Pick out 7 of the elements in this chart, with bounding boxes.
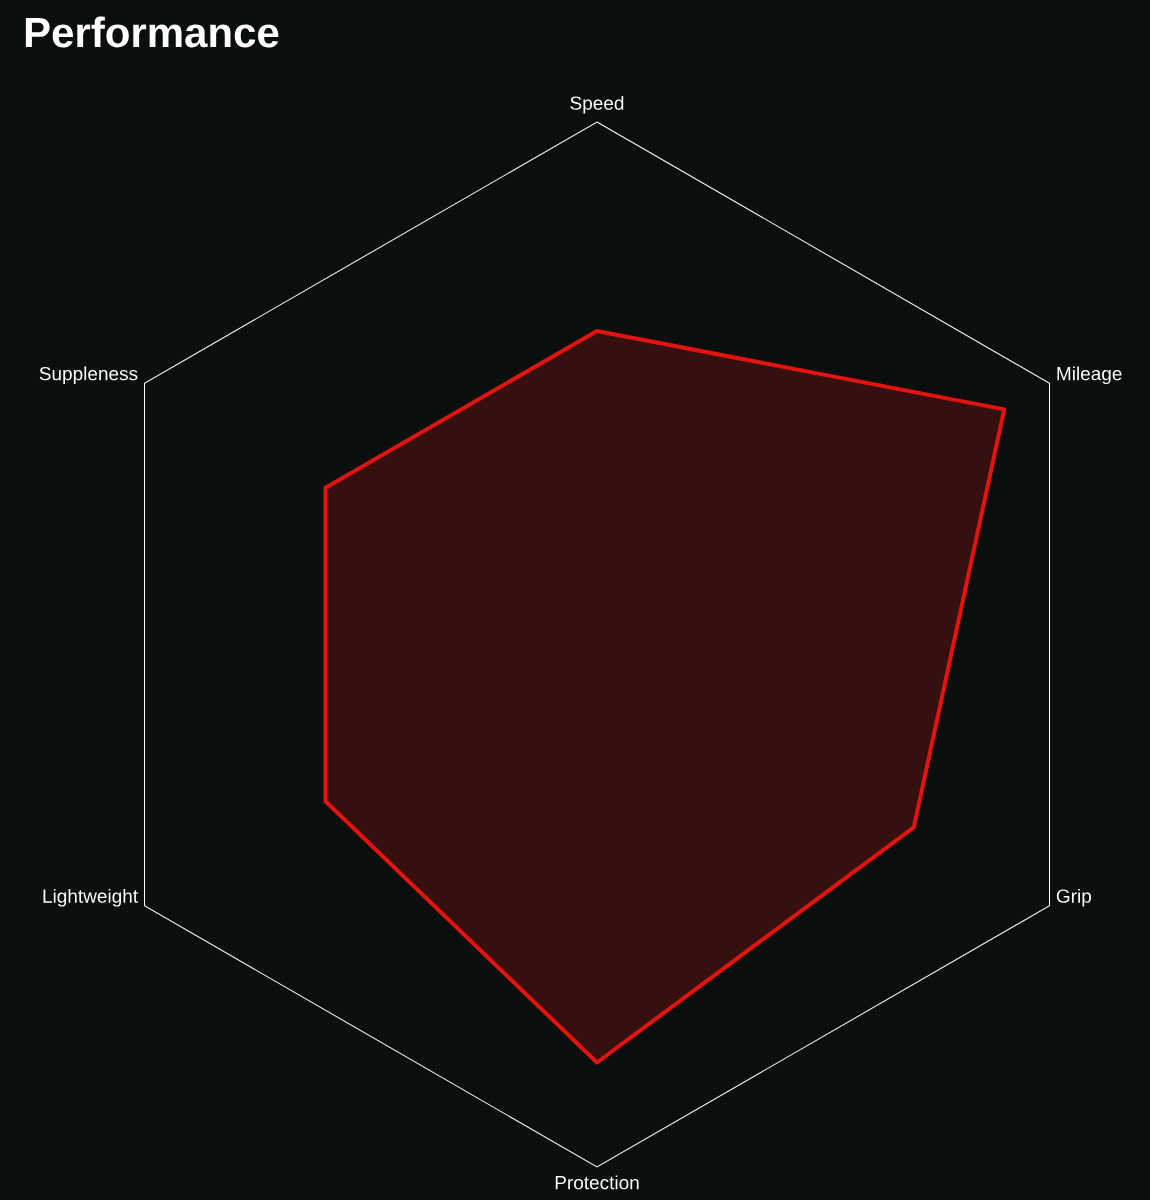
spoke-label: Suppleness — [39, 366, 138, 385]
chart-title: Performance — [25, 16, 279, 48]
spoke-label: Grip — [1056, 888, 1092, 907]
spoke-label: Lightweight — [43, 888, 138, 907]
spoke-label: Speed — [570, 95, 624, 114]
spoke-label: Mileage — [1057, 366, 1122, 385]
spoke-label: Protection — [555, 1175, 639, 1190]
